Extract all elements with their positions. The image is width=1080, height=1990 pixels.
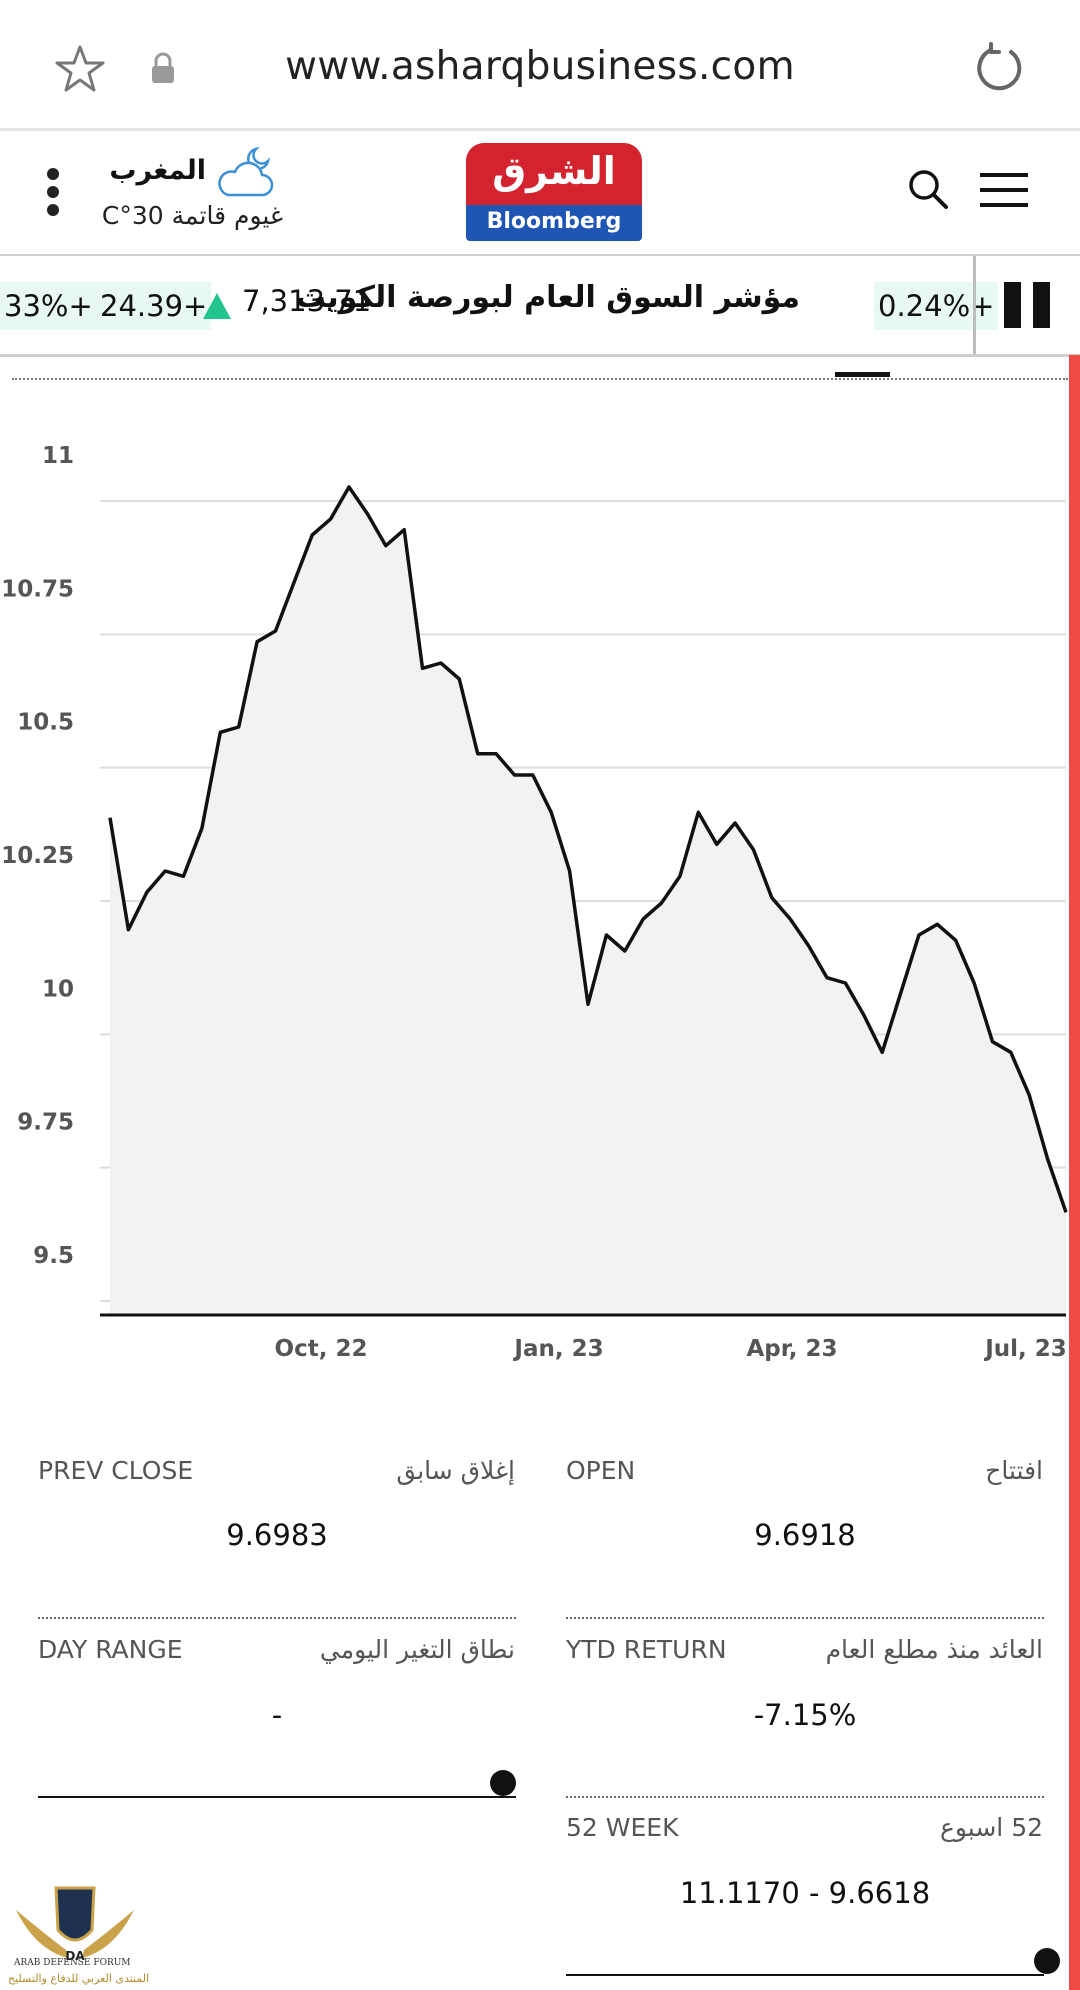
week52-value: 11.1170 - 9.6618 [679,1876,931,1910]
watermark-badge: DA [65,1949,85,1963]
ytd-return-label: YTD RETURN [566,1635,727,1664]
day-range-label: DAY RANGE [38,1635,183,1664]
logo-bloomberg: Bloomberg [466,205,642,241]
ticker-price: 7,313.71 [242,284,372,318]
prev-close-label-ar: إغلاق سابق [396,1456,515,1485]
asharq-bloomberg-logo[interactable]: الشرق Bloomberg [466,143,642,241]
day-range-value: - [271,1698,283,1732]
site-header: المغرب غيوم قاتمة 30°C الشرق Bloomberg [0,131,1080,257]
pause-icon[interactable] [1004,282,1050,328]
x-tick-label: Apr, 23 [747,1336,838,1362]
day-range-marker [490,1770,516,1796]
weather-city: المغرب [109,155,206,186]
range-tabs-row[interactable] [0,355,1068,377]
week52-marker [1034,1948,1060,1974]
prev-close-value: 9.6983 [226,1518,328,1552]
day-range-track [38,1796,516,1798]
logo-arabic: الشرق [466,143,642,205]
x-tick-label: Oct, 22 [275,1336,368,1362]
active-tab-indicator [835,372,890,377]
ticker-change: 24.39+ [96,282,212,330]
y-tick-label: 10.75 [1,576,74,602]
hamburger-menu-icon[interactable] [980,171,1028,209]
tabs-divider [12,378,1068,380]
cloud-moon-icon [218,146,274,197]
up-arrow-icon [203,293,231,319]
price-chart: 11 10.75 10.5 10.25 10 9.75 9.5 Oct, 22 Jan, 23 A… [1,443,1068,1362]
watermark-text: ARAB DEFENSE FORUM [14,1958,131,1968]
more-vertical-icon[interactable] [40,167,66,217]
divider-right-2 [566,1796,1044,1798]
y-tick-label: 10.5 [17,710,74,736]
ticker-index-name[interactable]: مؤشر السوق العام لبورصة الكويت [295,280,800,315]
ytd-return-label-ar: العائد منذ مطلع العام [825,1635,1043,1664]
x-tick-label: Jan, 23 [512,1336,603,1362]
ticker-separator [973,256,976,354]
accent-bar [1069,355,1080,1990]
day-range-label-ar: نطاق التغير اليومي [319,1635,515,1664]
week52-label: 52 WEEK [566,1813,679,1842]
week52-label-ar: 52 اسبوع [939,1813,1043,1842]
y-tick-label: 9.5 [33,1243,74,1269]
search-icon[interactable] [906,167,950,211]
open-label-ar: افتتاح [985,1456,1043,1485]
chart-area [110,487,1066,1315]
url-text[interactable]: www.asharqbusiness.com [285,44,795,89]
price-line [108,485,1068,1213]
divider-left-1 [38,1617,516,1619]
star-icon[interactable] [55,44,105,94]
y-tick-label: 11 [42,443,74,469]
browser-url-bar: www.asharqbusiness.com [0,0,1080,131]
ytd-return-value: -7.15% [753,1698,857,1732]
y-tick-label: 9.75 [17,1110,74,1136]
reload-icon[interactable] [973,42,1025,94]
weather-description: غيوم قاتمة 30°C [101,201,283,230]
lock-icon [152,52,174,83]
week52-track [566,1974,1044,1976]
market-ticker: 33%+ 24.39+ 7,313.71 مؤشر السوق العام لب… [0,254,1080,357]
y-tick-label: 10.25 [1,843,74,869]
divider-right-1 [566,1617,1044,1619]
watermark-text-ar: المنتدى العربي للدفاع والتسليح [8,1972,150,1985]
ticker-prev-change: 33%+ [0,282,97,330]
x-tick-label: Jul, 23 [983,1336,1067,1362]
open-value: 9.6918 [754,1518,856,1552]
ticker-next-change: 0.24%+ [874,282,999,330]
y-tick-label: 10 [42,976,74,1002]
prev-close-label: PREV CLOSE [38,1456,194,1485]
forum-watermark-logo: DA [16,1886,134,1963]
open-label: OPEN [566,1456,636,1485]
